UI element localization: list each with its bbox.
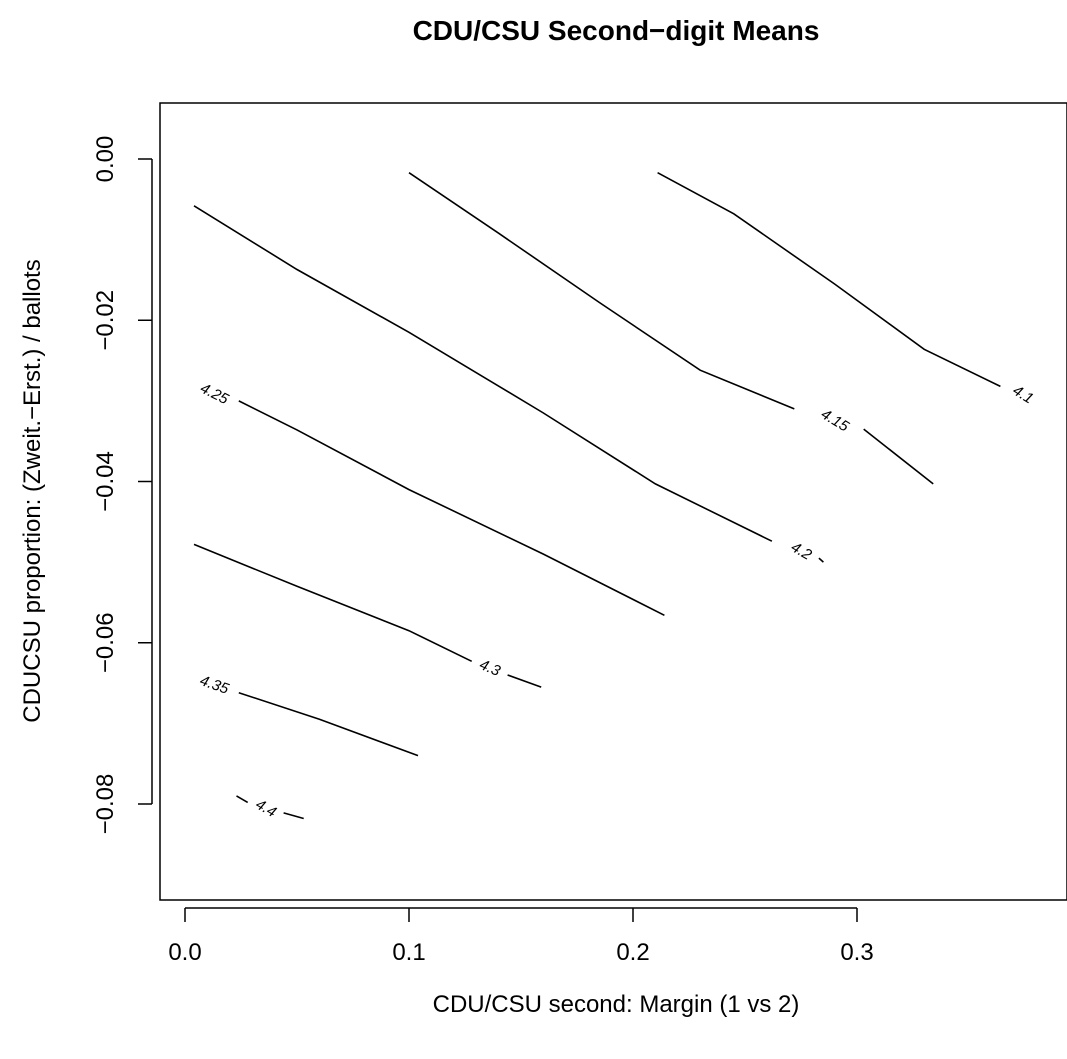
y-tick-label: −0.04 bbox=[92, 451, 119, 512]
contour-line bbox=[863, 428, 934, 485]
contour-labels: 4.1 4.15 4.2 4.25 4.3 4.35 4.4 bbox=[197, 380, 1036, 821]
contour-line bbox=[657, 171, 1001, 388]
chart-title: CDU/CSU Second−digit Means bbox=[413, 15, 820, 46]
contour-line bbox=[818, 557, 824, 563]
contour-line bbox=[193, 205, 773, 542]
x-tick-label: 0.1 bbox=[392, 939, 425, 966]
contour-line bbox=[236, 795, 249, 804]
contour-label: 4.35 bbox=[198, 672, 232, 698]
contour-line bbox=[283, 812, 304, 820]
contour-line bbox=[238, 691, 419, 757]
contour-line bbox=[193, 543, 473, 663]
contour-label: 4.1 bbox=[1010, 382, 1037, 407]
contour-line bbox=[507, 674, 542, 688]
y-axis-label: CDUCSU proportion: (Zweit.−Erst.) / ball… bbox=[19, 259, 46, 722]
y-tick-label: 0.00 bbox=[92, 136, 119, 183]
x-tick-label: 0.2 bbox=[616, 939, 649, 966]
y-tick-label: −0.02 bbox=[92, 290, 119, 351]
x-axis-label: CDU/CSU second: Margin (1 vs 2) bbox=[433, 991, 800, 1018]
y-axis: 0.00 −0.02 −0.04 −0.06 −0.08 bbox=[92, 136, 153, 835]
contour-label: 4.4 bbox=[253, 796, 280, 821]
y-tick-label: −0.06 bbox=[92, 612, 119, 673]
contour-label: 4.3 bbox=[477, 656, 503, 680]
y-tick-label: −0.08 bbox=[92, 774, 119, 835]
x-tick-label: 0.3 bbox=[840, 939, 873, 966]
contour-lines bbox=[193, 171, 1001, 820]
plot-box bbox=[159, 102, 1067, 901]
x-axis: 0.0 0.1 0.2 0.3 bbox=[168, 907, 874, 966]
contour-label: 4.2 bbox=[788, 539, 815, 564]
contour-line bbox=[408, 172, 795, 410]
x-tick-label: 0.0 bbox=[168, 939, 201, 966]
contour-line bbox=[238, 400, 665, 617]
contour-label: 4.25 bbox=[197, 380, 231, 409]
contour-label: 4.15 bbox=[818, 406, 852, 436]
